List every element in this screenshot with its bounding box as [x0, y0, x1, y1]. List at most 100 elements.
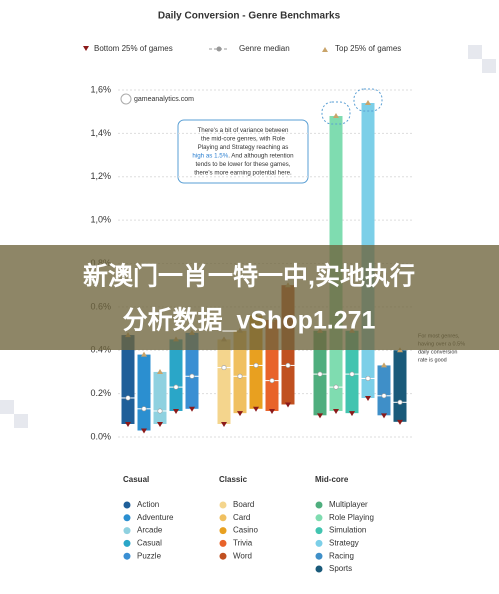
legend-label: Arcade — [137, 526, 163, 535]
range-bar — [217, 339, 231, 424]
legend-marker — [216, 46, 222, 52]
top-marker — [157, 368, 163, 374]
legend-label: Sports — [329, 564, 352, 573]
legend-swatch — [219, 501, 227, 509]
y-tick-label: 0.0% — [90, 431, 111, 441]
annotation-part: high as 1.5% — [192, 152, 228, 159]
banner-band — [0, 245, 499, 350]
legend-label: Simulation — [329, 526, 366, 535]
median-marker — [141, 406, 147, 412]
top-marker — [141, 351, 147, 357]
annotation-text: Playing and Strategy reaching as — [198, 144, 289, 151]
annotation-text: There's a bit of variance between — [198, 127, 290, 134]
banner-text: 新澳门一肖一特一中,实地执行 — [83, 262, 415, 291]
legend-label: Casino — [233, 526, 258, 535]
annotation-box — [177, 119, 309, 184]
bottom-marker — [141, 428, 147, 434]
y-tick-label: 1,4% — [90, 128, 111, 138]
legend-swatch — [219, 539, 227, 547]
median-marker — [237, 373, 243, 379]
legend-swatch — [315, 527, 323, 535]
legend-label: Genre median — [239, 44, 290, 53]
median-marker — [253, 362, 259, 368]
legend-swatch — [219, 552, 227, 560]
legend-label: Multiplayer — [329, 500, 368, 509]
range-bar — [377, 365, 391, 416]
annotation-text: tends to be lower for these games, — [196, 161, 291, 168]
bottom-marker — [349, 411, 355, 417]
legend-swatch — [315, 552, 323, 560]
legend-group-title: Casual — [123, 475, 149, 484]
y-tick-label: 1,6% — [90, 84, 111, 94]
y-tick-label: 0.2% — [90, 388, 111, 398]
legend-swatch — [315, 565, 323, 573]
legend-swatch — [219, 514, 227, 522]
legend-label: Action — [137, 500, 159, 509]
median-marker — [317, 371, 323, 377]
median-marker — [269, 378, 275, 384]
legend-label: Board — [233, 500, 254, 509]
median-marker — [349, 371, 355, 377]
legend-label: Word — [233, 551, 252, 560]
bottom-marker — [365, 395, 371, 401]
legend-label: Bottom 25% of games — [94, 44, 173, 53]
median-marker — [221, 365, 227, 371]
logo — [120, 93, 132, 105]
decoration — [482, 59, 496, 73]
legend-group-title: Mid-core — [315, 475, 349, 484]
legend-swatch — [219, 527, 227, 535]
bottom-marker — [317, 413, 323, 419]
legend-swatch — [315, 539, 323, 547]
median-marker — [157, 408, 163, 414]
range-bar — [153, 371, 167, 424]
median-marker — [365, 375, 371, 381]
median-marker — [285, 362, 291, 368]
bottom-marker — [157, 421, 163, 427]
top-marker — [333, 113, 339, 119]
annotation-part: . And although retention — [228, 152, 294, 159]
annotation-text: high as 1.5%. And although retention — [192, 152, 294, 159]
top-marker — [381, 362, 387, 368]
highlight-ring — [353, 88, 383, 112]
annotation-part: there's more earning potential here. — [194, 169, 292, 176]
range-bar — [137, 354, 151, 431]
highlight-ring — [321, 101, 351, 125]
top-marker — [365, 100, 371, 106]
annotation-part: Playing and Strategy reaching as — [198, 144, 289, 151]
legend-label: Card — [233, 513, 250, 522]
range-bar — [233, 330, 247, 414]
annotation-part: There's a bit of variance between — [198, 127, 290, 134]
chart-title: Daily Conversion - Genre Benchmarks — [158, 11, 341, 22]
median-marker — [397, 399, 403, 405]
bottom-marker — [221, 421, 227, 427]
legend-marker — [322, 47, 328, 52]
bottom-marker — [285, 402, 291, 408]
legend-swatch — [123, 501, 131, 509]
median-marker — [189, 373, 195, 379]
annotation-part: tends to be lower for these games, — [196, 161, 291, 168]
annotation-text: the mid-core genres, with Role — [201, 135, 285, 142]
y-tick-label: 1,0% — [90, 215, 111, 225]
median-marker — [381, 393, 387, 399]
range-bar — [121, 335, 135, 424]
median-marker — [173, 384, 179, 390]
legend-swatch — [123, 552, 131, 560]
bottom-marker — [397, 419, 403, 425]
legend-marker — [83, 46, 89, 51]
legend-swatch — [123, 527, 131, 535]
legend-label: Top 25% of games — [335, 44, 401, 53]
legend-group-title: Classic — [219, 475, 248, 484]
legend-label: Puzzle — [137, 551, 162, 560]
legend-label: Racing — [329, 551, 354, 560]
decoration — [0, 400, 14, 414]
annotation-text: there's more earning potential here. — [194, 169, 292, 176]
bottom-marker — [125, 421, 131, 427]
bottom-marker — [333, 408, 339, 414]
legend-label: Strategy — [329, 539, 359, 548]
range-bar — [169, 339, 183, 411]
bottom-marker — [381, 413, 387, 419]
note-text: rate is good — [418, 357, 447, 363]
legend-label: Role Playing — [329, 513, 374, 522]
legend-swatch — [123, 539, 131, 547]
